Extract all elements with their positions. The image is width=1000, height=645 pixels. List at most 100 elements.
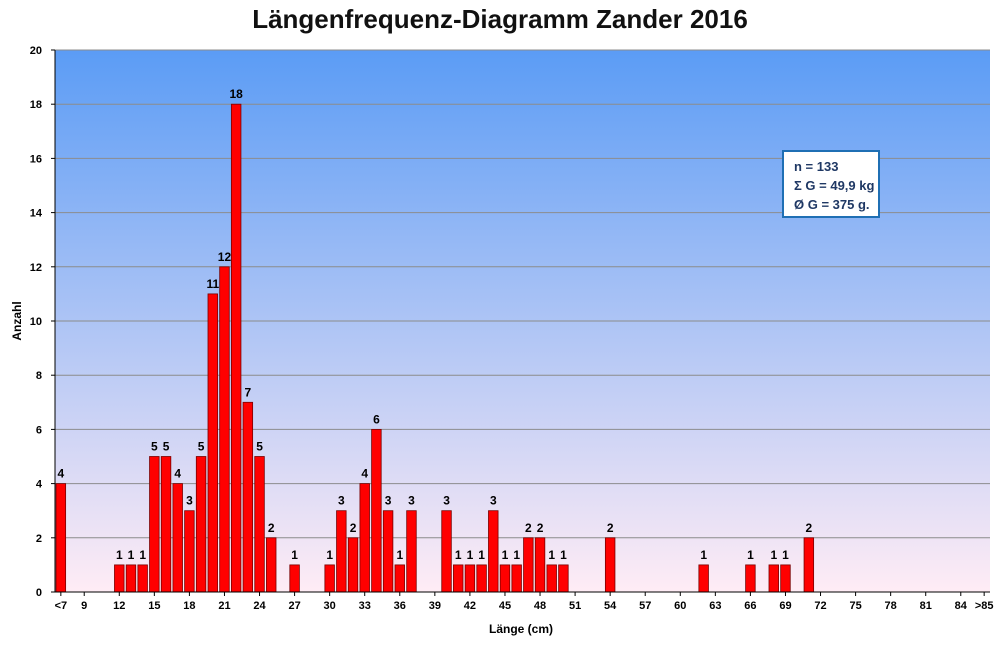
- x-tick-label: 15: [148, 600, 160, 612]
- x-tick-label: 12: [113, 600, 125, 612]
- data-label: 1: [770, 548, 777, 562]
- data-label: 1: [139, 548, 146, 562]
- y-tick-label: 10: [30, 316, 42, 328]
- data-label: 4: [174, 467, 181, 481]
- bar: [394, 564, 405, 593]
- data-label: 1: [128, 548, 135, 562]
- bar: [336, 510, 347, 593]
- bar: [230, 103, 242, 593]
- x-tick-label: 60: [674, 600, 686, 612]
- bar: [254, 456, 265, 593]
- stats-box: n = 133 Σ G = 49,9 kg Ø G = 375 g.: [782, 150, 880, 218]
- data-label: 1: [326, 548, 333, 562]
- y-tick-label: 18: [30, 99, 42, 111]
- bar: [242, 401, 254, 593]
- bar: [359, 483, 370, 593]
- bar: [803, 537, 815, 593]
- data-label: 1: [502, 548, 509, 562]
- chart-title: Längenfrequenz-Diagramm Zander 2016: [252, 4, 748, 34]
- data-label: 1: [700, 548, 707, 562]
- bar: [558, 564, 569, 593]
- x-tick-label: 51: [569, 600, 581, 612]
- data-label: 1: [116, 548, 123, 562]
- bar: [382, 510, 394, 593]
- bar: [441, 510, 452, 593]
- bar: [266, 537, 277, 593]
- bar: [453, 564, 464, 593]
- data-label: 3: [443, 494, 450, 508]
- data-label: 5: [256, 440, 263, 454]
- x-tick-label: 72: [814, 600, 826, 612]
- x-tick-label: 33: [359, 600, 371, 612]
- x-tick-label: 78: [885, 600, 897, 612]
- data-label: 6: [373, 412, 380, 426]
- data-label: 1: [747, 548, 754, 562]
- bar: [324, 564, 335, 593]
- bar: [768, 564, 779, 593]
- data-label: 1: [291, 548, 298, 562]
- bar: [546, 564, 557, 593]
- x-tick-label: 27: [288, 600, 300, 612]
- x-tick-label: 63: [709, 600, 721, 612]
- bar: [184, 510, 195, 593]
- y-tick-label: 2: [36, 533, 42, 545]
- bar: [499, 564, 511, 593]
- bar: [125, 564, 137, 593]
- data-label: 1: [782, 548, 789, 562]
- x-tick-label: <7: [55, 600, 68, 612]
- x-tick-label: 48: [534, 600, 546, 612]
- data-label: 1: [548, 548, 555, 562]
- data-label: 3: [490, 494, 497, 508]
- data-label: 2: [268, 521, 275, 535]
- y-tick-label: 16: [30, 153, 42, 165]
- data-label: 1: [396, 548, 403, 562]
- bar: [534, 537, 546, 593]
- bar: [523, 537, 534, 593]
- bar: [371, 428, 382, 593]
- bar: [745, 564, 756, 593]
- bar: [698, 564, 709, 593]
- bar: [289, 564, 300, 593]
- x-tick-label: 69: [779, 600, 791, 612]
- bar: [604, 537, 616, 593]
- bar: [464, 564, 476, 593]
- bar: [137, 564, 148, 593]
- x-tick-label: 54: [604, 600, 617, 612]
- x-tick-label: 81: [920, 600, 932, 612]
- bar: [114, 564, 125, 593]
- x-tick-label: 24: [253, 600, 266, 612]
- data-label: 4: [58, 467, 65, 481]
- data-label: 3: [186, 494, 193, 508]
- data-label: 5: [163, 440, 170, 454]
- x-tick-label: 9: [81, 600, 87, 612]
- bar: [511, 564, 522, 593]
- data-label: 3: [385, 494, 392, 508]
- bar: [160, 456, 172, 593]
- data-label: 1: [467, 548, 474, 562]
- bar: [406, 510, 417, 593]
- data-label: 7: [245, 385, 252, 399]
- data-label: 2: [537, 521, 544, 535]
- data-label: 1: [513, 548, 520, 562]
- bar: [149, 456, 160, 593]
- data-label: 2: [525, 521, 532, 535]
- data-label: 18: [229, 87, 243, 101]
- x-tick-label: 57: [639, 600, 651, 612]
- data-label: 1: [478, 548, 485, 562]
- bar: [780, 564, 791, 593]
- x-tick-label: >85: [975, 600, 994, 612]
- x-tick-label: 45: [499, 600, 511, 612]
- bar: [476, 564, 487, 593]
- data-label: 2: [350, 521, 357, 535]
- bar: [219, 266, 230, 593]
- data-label: 3: [408, 494, 415, 508]
- y-tick-label: 20: [30, 45, 42, 57]
- y-tick-label: 4: [36, 479, 43, 491]
- y-tick-label: 12: [30, 262, 42, 274]
- y-tick-label: 14: [30, 208, 43, 220]
- data-label: 1: [455, 548, 462, 562]
- y-tick-label: 8: [36, 370, 42, 382]
- bar: [347, 537, 359, 593]
- data-label: 3: [338, 494, 345, 508]
- bar: [207, 293, 218, 593]
